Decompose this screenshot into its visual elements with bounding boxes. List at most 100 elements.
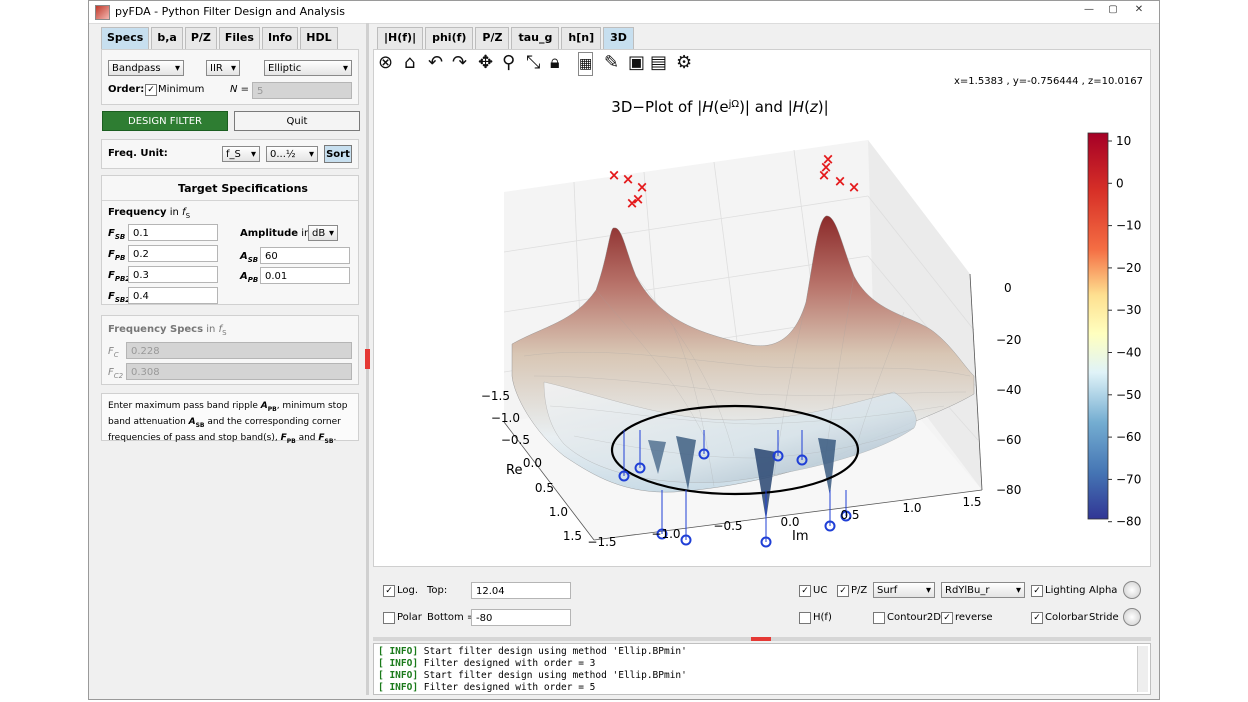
tab-phase[interactable]: phi(f) <box>425 27 474 49</box>
divider <box>102 200 358 201</box>
freq-specs-box: Frequency Specs in fS FC 0.228 FC2 0.308 <box>101 315 359 385</box>
im-tick-label: −1.5 <box>587 535 616 549</box>
fsb2-input[interactable]: 0.4 <box>128 287 218 304</box>
design-filter-button[interactable]: DESIGN FILTER <box>102 111 228 131</box>
log-scrollbar[interactable] <box>1137 646 1148 692</box>
plot-canvas[interactable]: ⊗ ⌂ ↶ ↷ ✥ ⚲ ⤡ 🔒︎ ▦ ✎ ▣ ▤ ⚙ x=1.5383 , y=… <box>373 49 1151 567</box>
amp-unit-select[interactable]: dB <box>308 225 338 242</box>
zero-funnel <box>648 440 666 474</box>
tab-files[interactable]: Files <box>218 27 260 49</box>
plot-type-select[interactable]: Surf <box>873 582 935 599</box>
close-icon[interactable]: ⊗ <box>378 52 394 73</box>
polar-checkbox[interactable] <box>383 612 395 624</box>
bottom-label: Bottom = <box>427 612 476 623</box>
top-input[interactable]: 12.04 <box>471 582 571 599</box>
tab-hdl[interactable]: HDL <box>300 27 338 49</box>
order-input[interactable]: 5 <box>252 82 352 99</box>
z-tick-label: −60 <box>996 433 1021 447</box>
tab-group-delay[interactable]: tau_g <box>511 27 560 49</box>
minimum-order-checkbox[interactable]: ✓ <box>145 84 157 96</box>
design-method-select[interactable]: Elliptic <box>264 60 352 77</box>
fpb2-input[interactable]: 0.3 <box>128 266 218 283</box>
log-console[interactable]: [ INFO] Start filter design using method… <box>373 643 1151 695</box>
uc-label: UC <box>813 585 828 596</box>
tab-specs[interactable]: Specs <box>101 27 150 49</box>
colorbar-checkbox[interactable]: ✓ <box>1031 612 1043 624</box>
tab-pz-plot[interactable]: P/Z <box>475 27 510 49</box>
settings-icon[interactable]: ⚙ <box>676 52 693 73</box>
asb-label: ASB <box>240 251 259 264</box>
plot-controls: ✓ Log. Top: 12.04 Polar Bottom = -80 ✓ U… <box>373 571 1151 637</box>
fpb-input[interactable]: 0.2 <box>128 245 218 262</box>
pole-marker: × <box>622 170 635 188</box>
tab-ba[interactable]: b,a <box>151 27 183 49</box>
fc2-label: FC2 <box>108 367 124 380</box>
grid-icon[interactable]: ▦ <box>578 52 594 76</box>
brush-icon[interactable]: ✎ <box>604 52 620 73</box>
contour2d-checkbox[interactable] <box>873 612 885 624</box>
home-icon[interactable]: ⌂ <box>404 52 416 73</box>
save-icon[interactable]: ▣ <box>628 52 646 73</box>
help-text-box: Enter maximum pass band ripple APB, mini… <box>101 393 359 444</box>
pole-marker: × <box>636 178 649 196</box>
im-tick-label: −1.0 <box>651 527 680 541</box>
splitter-handle[interactable] <box>365 349 370 369</box>
pole-marker: × <box>608 166 621 184</box>
quit-button[interactable]: Quit <box>234 111 360 131</box>
colorbar-tick-label: 0 <box>1116 176 1124 190</box>
plot-tab-bar: |H(f)| phi(f) P/Z tau_g h[n] 3D <box>377 27 636 49</box>
uc-checkbox[interactable]: ✓ <box>799 585 811 597</box>
sort-button[interactable]: Sort <box>324 145 352 163</box>
apb-input[interactable]: 0.01 <box>260 267 350 284</box>
undo-icon[interactable]: ↶ <box>428 52 444 73</box>
re-tick-label: 1.0 <box>549 505 568 519</box>
close-window-button[interactable]: ✕ <box>1134 4 1144 15</box>
log-checkbox[interactable]: ✓ <box>383 585 395 597</box>
colorbar-tick-label: 10 <box>1116 134 1131 148</box>
zero-marker <box>796 454 808 466</box>
tab-info[interactable]: Info <box>261 27 299 49</box>
freq-unit-select[interactable]: f_S <box>222 146 260 163</box>
zero-marker <box>824 520 836 532</box>
hf-checkbox[interactable] <box>799 612 811 624</box>
stride-dial[interactable] <box>1123 608 1141 626</box>
unit-circle <box>610 404 860 496</box>
pole-marker: × <box>848 178 861 196</box>
freq-range-select[interactable]: 0...½ <box>266 146 318 163</box>
lock-icon[interactable]: 🔒︎ <box>550 52 560 73</box>
colormap-select[interactable]: RdYlBu_r <box>941 582 1025 599</box>
colorbar-label: Colorbar <box>1045 612 1088 623</box>
pz-checkbox[interactable]: ✓ <box>837 585 849 597</box>
fsb2-label: FSB2 <box>108 291 131 304</box>
tab-3d[interactable]: 3D <box>603 27 634 49</box>
minimize-button[interactable]: — <box>1084 4 1094 15</box>
alpha-dial[interactable] <box>1123 581 1141 599</box>
reverse-checkbox[interactable]: ✓ <box>941 612 953 624</box>
zero-marker <box>698 448 710 460</box>
redo-icon[interactable]: ↷ <box>452 52 468 73</box>
app-window: pyFDA - Python Filter Design and Analysi… <box>88 0 1160 700</box>
lighting-checkbox[interactable]: ✓ <box>1031 585 1043 597</box>
filter-type-select[interactable]: IIR <box>206 60 240 77</box>
bottom-input[interactable]: -80 <box>471 609 571 626</box>
pole-marker: × <box>818 166 831 184</box>
response-type-select[interactable]: Bandpass <box>108 60 184 77</box>
zoom-full-icon[interactable]: ⤡ <box>526 52 541 73</box>
im-tick-label: 0.0 <box>780 515 799 529</box>
asb-input[interactable]: 60 <box>260 247 350 264</box>
log-splitter-handle[interactable] <box>751 637 771 641</box>
maximize-button[interactable]: ▢ <box>1108 4 1118 15</box>
freq-specs-title: Frequency Specs in fS <box>108 324 227 337</box>
colorbar-tick-label: −80 <box>1116 515 1141 529</box>
fsb-input[interactable]: 0.1 <box>128 224 218 241</box>
frequency-heading: Frequency in fS <box>108 207 191 220</box>
clipboard-icon[interactable]: ▤ <box>650 52 668 73</box>
zoom-icon[interactable]: ⚲ <box>502 52 516 73</box>
tab-impulse[interactable]: h[n] <box>561 27 602 49</box>
tab-magnitude[interactable]: |H(f)| <box>377 27 424 49</box>
pan-icon[interactable]: ✥ <box>478 52 494 73</box>
tab-pz[interactable]: P/Z <box>184 27 217 49</box>
minimum-label: Minimum <box>158 84 205 95</box>
cursor-coordinates: x=1.5383 , y=-0.756444 , z=10.0167 <box>954 76 1143 87</box>
target-specs-box: Target Specifications Frequency in fS FS… <box>101 175 359 305</box>
